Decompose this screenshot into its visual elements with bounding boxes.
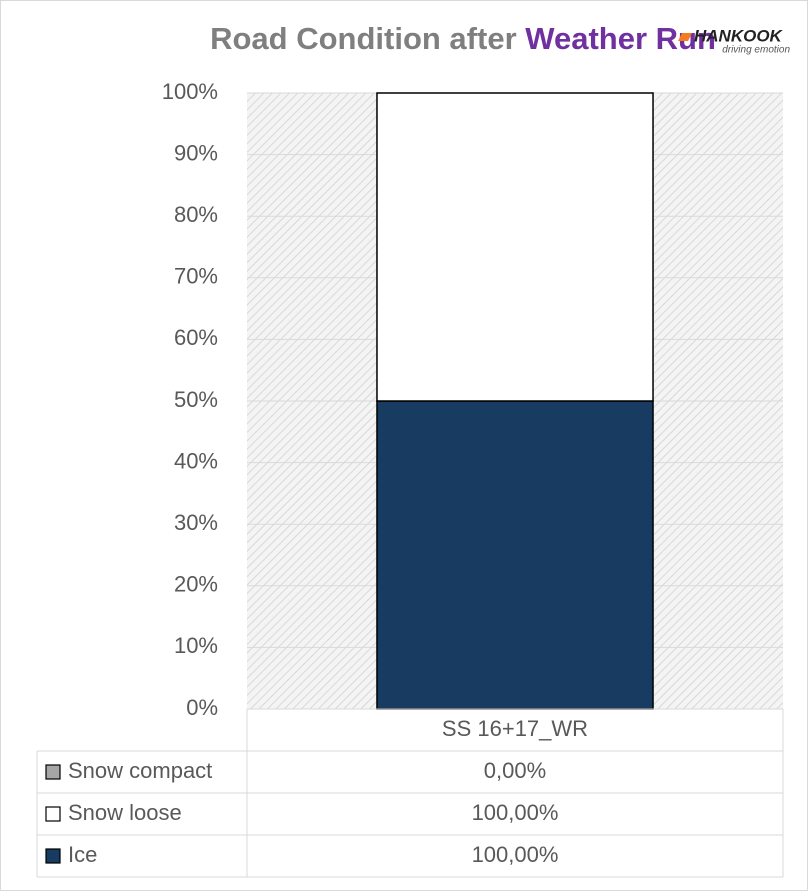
y-tick-label: 60% [174,325,218,350]
y-tick-label: 20% [174,572,218,597]
title-part: Road Condition after [210,21,517,56]
logo-tagline: driving emotion [722,45,790,56]
y-tick-label: 100% [162,79,218,104]
bar-segment [376,92,654,402]
y-tick-label: 10% [174,633,218,658]
y-tick-label: 30% [174,510,218,535]
y-tick-label: 70% [174,264,218,289]
y-tick-label: 90% [174,140,218,165]
logo-name: HANKOOK [694,26,784,45]
logo-mark [678,33,692,41]
chart-title: Road Condition after Weather Run [210,21,716,56]
y-tick-label: 80% [174,202,218,227]
y-tick-label: 40% [174,448,218,473]
table-value: 100,00% [472,842,559,867]
table-value: 100,00% [472,800,559,825]
x-tick-label: SS 16+17_WR [442,716,588,741]
legend-label: Ice [68,842,97,867]
table-value: 0,00% [484,758,546,783]
legend-label: Snow compact [68,758,212,783]
bar-segment [376,400,654,710]
legend-key [45,848,61,864]
y-tick-label: 50% [174,387,218,412]
legend-label: Snow loose [68,800,182,825]
y-tick-label: 0% [186,695,218,720]
legend-key [45,806,61,822]
legend-key [45,764,61,780]
